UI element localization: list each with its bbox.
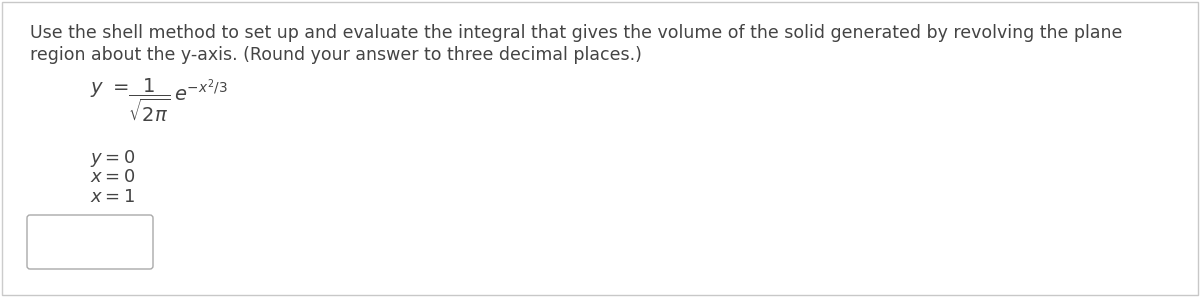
FancyBboxPatch shape — [28, 215, 154, 269]
Text: $y\ =\ $: $y\ =\ $ — [90, 80, 128, 99]
Text: $x = 1$: $x = 1$ — [90, 188, 134, 206]
Text: $x = 0$: $x = 0$ — [90, 168, 136, 186]
Text: Use the shell method to set up and evaluate the integral that gives the volume o: Use the shell method to set up and evalu… — [30, 24, 1122, 42]
Text: region about the y-axis. (Round your answer to three decimal places.): region about the y-axis. (Round your ans… — [30, 46, 642, 64]
Text: $y = 0$: $y = 0$ — [90, 148, 136, 169]
Text: $\dfrac{1}{\sqrt{2\pi}}\,e^{-x^2/3}$: $\dfrac{1}{\sqrt{2\pi}}\,e^{-x^2/3}$ — [128, 77, 228, 124]
